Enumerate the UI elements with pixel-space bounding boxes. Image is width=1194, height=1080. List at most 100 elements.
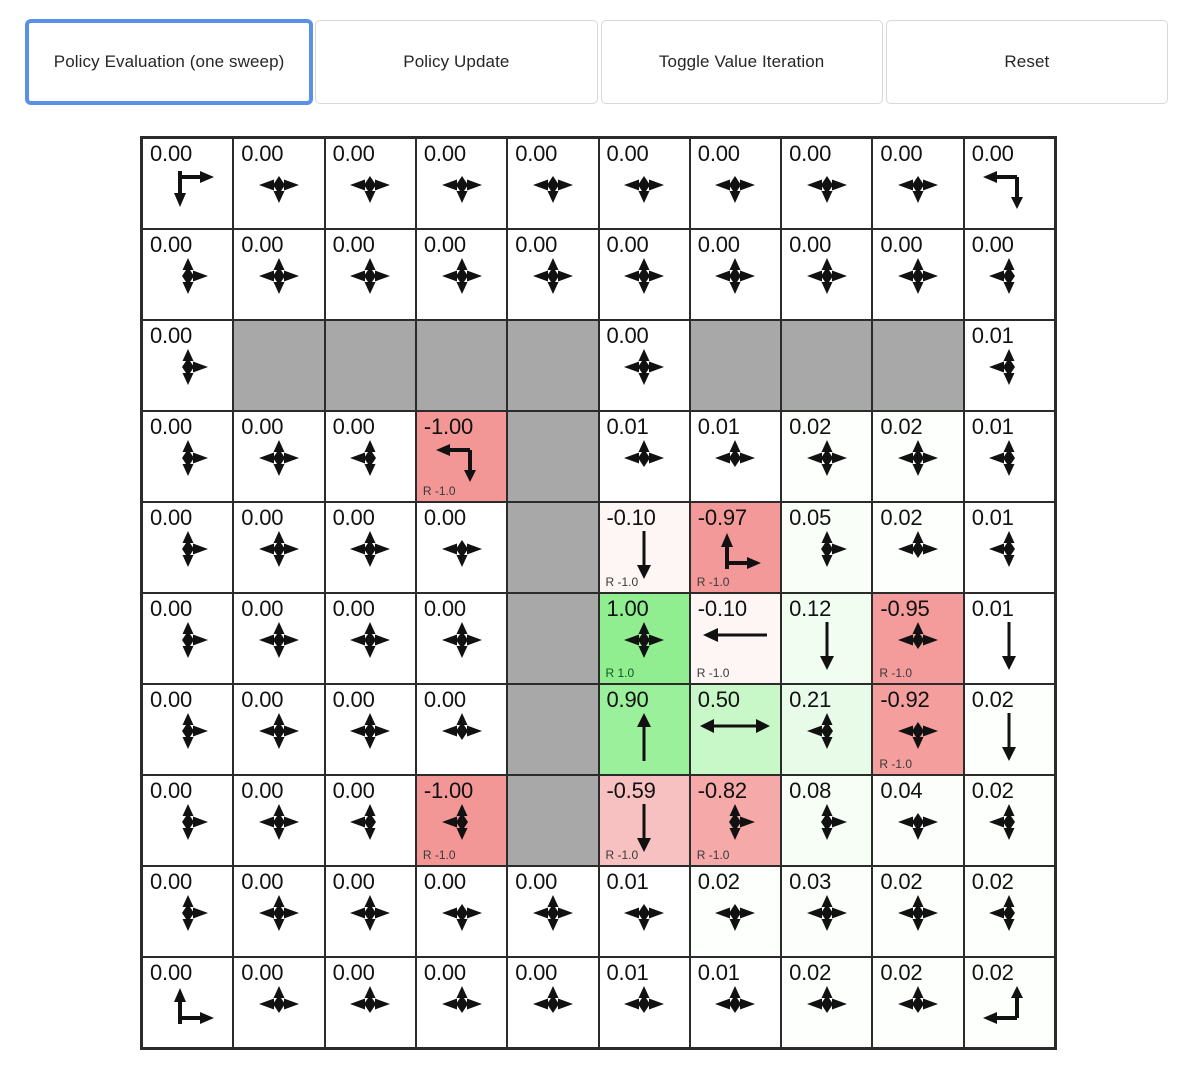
grid-cell[interactable]: 0.02 [963,957,1055,1048]
grid-cell[interactable]: 0.02 [963,775,1055,866]
grid-cell[interactable]: 0.00 [415,502,508,593]
grid-cell[interactable]: 0.00 [324,957,416,1048]
grid-cell[interactable]: 0.00 [233,593,325,684]
grid-cell[interactable]: 0.01 [689,957,782,1048]
grid-cell[interactable]: 0.00 [142,229,234,320]
gridworld-grid[interactable]: 0.00 0.00 0.00 0.00 0.00 0.00 0.00 0.00 0.00 0.00… [140,136,1057,1050]
grid-cell[interactable]: 0.00 [142,320,234,411]
grid-cell[interactable]: 0.01 [689,411,782,502]
grid-cell[interactable]: 0.00 [872,229,964,320]
grid-cell[interactable]: 0.02 [872,502,964,593]
grid-cell[interactable]: 0.01 [598,957,690,1048]
grid-cell[interactable]: 0.00 [963,229,1055,320]
grid-cell[interactable]: 0.00 [689,229,782,320]
grid-cell[interactable]: 0.00 [415,138,508,229]
grid-cell[interactable]: 0.00 [142,684,234,775]
grid-cell[interactable]: -0.97 R -1.0 [689,502,782,593]
grid-cell[interactable]: 0.00 [233,957,325,1048]
grid-cell[interactable]: 0.00 [781,138,873,229]
grid-cell[interactable]: 0.00 [233,229,325,320]
grid-cell[interactable]: 0.00 [142,593,234,684]
policy-arrow-icon [417,984,506,1030]
policy-arrow-icon [508,984,597,1030]
grid-cell[interactable]: 0.01 [598,866,690,957]
grid-cell[interactable]: -0.95 R -1.0 [872,593,964,684]
policy-update-button[interactable]: Policy Update [315,20,598,104]
grid-cell[interactable]: 0.00 [142,138,234,229]
grid-cell[interactable]: 0.00 [415,866,508,957]
grid-cell[interactable]: 0.90 [598,684,690,775]
grid-cell[interactable]: 0.01 [963,593,1055,684]
grid-cell[interactable]: 0.00 [324,411,416,502]
grid-cell[interactable]: -1.00 R -1.0 [415,775,508,866]
grid-cell[interactable]: -0.92 R -1.0 [872,684,964,775]
grid-cell[interactable]: 0.01 [963,411,1055,502]
grid-cell[interactable]: 0.02 [872,957,964,1048]
grid-cell[interactable]: 0.00 [233,411,325,502]
grid-cell[interactable]: 0.00 [598,138,690,229]
grid-cell[interactable]: 0.50 [689,684,782,775]
grid-cell[interactable]: 0.00 [415,229,508,320]
grid-cell[interactable]: 0.21 [781,684,873,775]
grid-cell[interactable]: 0.00 [689,138,782,229]
grid-cell[interactable]: 0.02 [872,866,964,957]
grid-cell[interactable]: 0.00 [233,866,325,957]
grid-cell[interactable]: 0.02 [963,684,1055,775]
grid-cell[interactable]: 0.00 [598,229,690,320]
policy-arrow-icon [143,438,232,484]
grid-cell[interactable]: 0.00 [507,957,599,1048]
grid-cell[interactable]: 0.00 [507,138,599,229]
policy-arrow-icon [691,802,780,848]
grid-cell[interactable]: 0.02 [781,411,873,502]
policy-arrow-icon [691,529,780,575]
grid-cell[interactable]: 0.00 [142,866,234,957]
grid-cell[interactable]: 0.01 [598,411,690,502]
grid-cell[interactable]: 0.00 [415,684,508,775]
grid-cell[interactable]: 0.02 [963,866,1055,957]
grid-cell[interactable]: 0.00 [233,502,325,593]
grid-cell[interactable]: 0.00 [507,229,599,320]
grid-cell[interactable]: 0.02 [872,411,964,502]
grid-cell[interactable]: 0.00 [507,866,599,957]
grid-cell[interactable]: 1.00 R 1.0 [598,593,690,684]
grid-cell[interactable]: -1.00 R -1.0 [415,411,508,502]
grid-cell[interactable]: 0.00 [415,957,508,1048]
grid-cell[interactable]: 0.00 [781,229,873,320]
grid-cell[interactable]: 0.00 [324,138,416,229]
grid-cell[interactable]: 0.00 [233,775,325,866]
grid-cell[interactable]: 0.00 [142,411,234,502]
grid-cell[interactable]: -0.10 R -1.0 [598,502,690,593]
grid-cell[interactable]: 0.00 [142,775,234,866]
grid-cell[interactable]: 0.01 [963,502,1055,593]
grid-cell[interactable]: -0.59 R -1.0 [598,775,690,866]
grid-cell[interactable]: 0.00 [324,229,416,320]
grid-cell[interactable]: 0.03 [781,866,873,957]
grid-cell[interactable]: 0.00 [142,502,234,593]
reset-button[interactable]: Reset [885,20,1168,104]
grid-cell[interactable]: 0.00 [324,684,416,775]
toggle-value-iteration-button[interactable]: Toggle Value Iteration [600,20,883,104]
grid-cell[interactable]: 0.00 [324,593,416,684]
grid-cell[interactable]: -0.10 R -1.0 [689,593,782,684]
grid-cell[interactable]: 0.08 [781,775,873,866]
grid-cell[interactable]: 0.00 [872,138,964,229]
grid-cell[interactable]: 0.02 [689,866,782,957]
grid-cell[interactable]: 0.00 [324,775,416,866]
policy-evaluation-button[interactable]: Policy Evaluation (one sweep) [26,20,313,104]
grid-cell[interactable]: 0.00 [415,593,508,684]
grid-cell[interactable]: 0.00 [963,138,1055,229]
grid-cell[interactable]: 0.05 [781,502,873,593]
grid-cell[interactable]: 0.00 [598,320,690,411]
grid-cell[interactable]: 0.00 [233,138,325,229]
grid-cell[interactable]: 0.02 [781,957,873,1048]
grid-cell[interactable]: 0.00 [233,684,325,775]
grid-cell[interactable]: 0.04 [872,775,964,866]
grid-cell-wall [507,502,599,593]
grid-cell[interactable]: 0.00 [324,866,416,957]
cell-value: 0.00 [150,869,193,894]
grid-cell[interactable]: 0.01 [963,320,1055,411]
grid-cell[interactable]: 0.00 [142,957,234,1048]
grid-cell[interactable]: -0.82 R -1.0 [689,775,782,866]
grid-cell[interactable]: 0.00 [324,502,416,593]
grid-cell[interactable]: 0.12 [781,593,873,684]
